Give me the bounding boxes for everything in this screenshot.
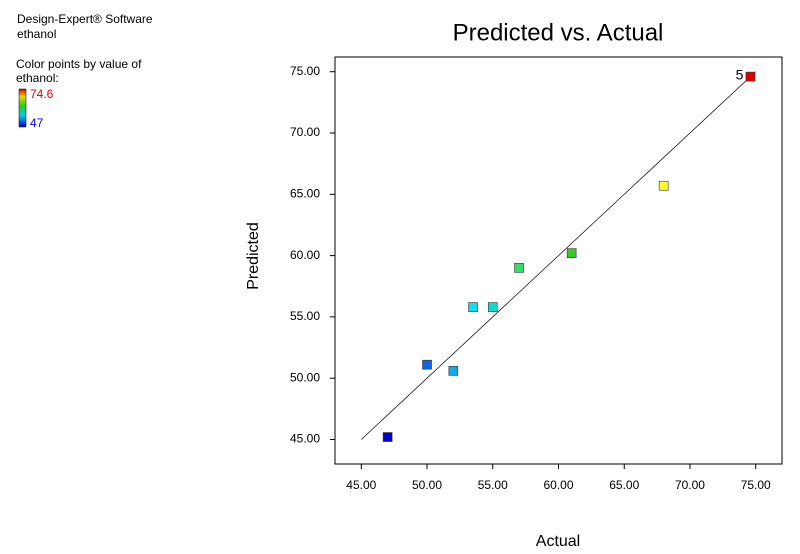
x-tick-label: 75.00 [741, 478, 771, 492]
y-tick-label: 70.00 [290, 125, 320, 139]
x-tick-label: 60.00 [543, 478, 573, 492]
point-label: 5 [736, 66, 744, 82]
color-max: 74.6 [30, 87, 54, 101]
y-tick-label: 65.00 [290, 186, 320, 200]
color-note: Color points by value of ethanol: [16, 57, 142, 85]
color-min: 47 [30, 116, 44, 130]
reference-line [361, 71, 756, 440]
y-tick-label: 50.00 [290, 370, 320, 384]
plot-frame [334, 56, 783, 465]
x-tick-label: 55.00 [478, 478, 508, 492]
y-tick-label: 60.00 [290, 248, 320, 262]
point [448, 366, 459, 376]
x-tick-label: 45.00 [346, 478, 376, 492]
y-tick-label: 75.00 [290, 64, 320, 78]
point [658, 180, 669, 191]
point [382, 432, 393, 442]
point [468, 302, 478, 312]
x-tick-label: 65.00 [609, 478, 639, 492]
x-axis-label: Actual [536, 533, 580, 550]
color-note-box: Color points by value of ethanol: [16, 57, 142, 85]
x-tick-label: 70.00 [675, 478, 705, 492]
y-axis-label: Predicted [245, 222, 262, 290]
point [566, 248, 577, 258]
chart-title: Predicted vs. Actual [453, 19, 664, 46]
y-tick-label: 45.00 [290, 432, 320, 446]
point [422, 359, 432, 370]
y-tick-label: 55.00 [290, 309, 320, 323]
software-name: Design-Expert® Software [17, 12, 153, 26]
x-tick-label: 50.00 [412, 478, 442, 492]
point [487, 302, 498, 312]
color-bar [18, 88, 27, 128]
point [745, 71, 756, 82]
point [514, 263, 524, 273]
response-name: ethanol [17, 27, 56, 41]
